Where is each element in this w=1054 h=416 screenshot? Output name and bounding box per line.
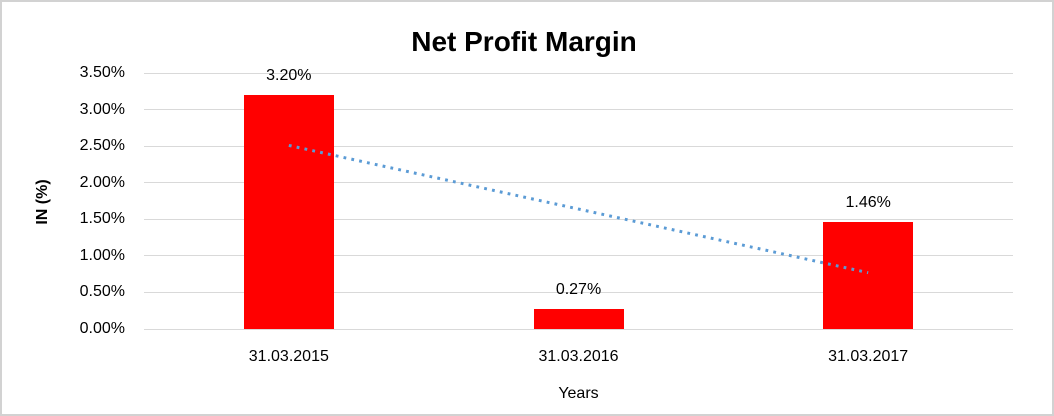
gridline [144, 109, 1013, 111]
gridline [144, 291, 1013, 293]
y-tick-label: 2.00% [79, 173, 125, 191]
plot-area: 3.20% 0.27% 1.46% [144, 67, 1013, 330]
gridline [144, 72, 1013, 74]
y-tick-label: 0.50% [79, 283, 125, 301]
x-category-label: 31.03.2015 [248, 348, 329, 365]
bar [823, 222, 914, 329]
bar-value-label: 0.27% [555, 281, 602, 299]
x-axis-title: Years [558, 385, 599, 402]
x-category-label: 31.03.2017 [828, 348, 909, 365]
y-tick-label: 3.00% [79, 100, 125, 118]
bar [533, 309, 624, 329]
chart-title: Net Profit Margin [411, 26, 637, 57]
y-tick-label: 2.50% [79, 137, 125, 155]
bar [243, 94, 334, 329]
y-tick-label: 1.50% [79, 210, 125, 228]
bar-value-label: 1.46% [845, 194, 891, 212]
y-tick-label: 3.50% [79, 64, 125, 81]
x-category-label: 31.03.2016 [538, 348, 619, 365]
y-tick-label: 1.00% [79, 246, 125, 264]
y-tick-label: 0.00% [79, 320, 125, 337]
gridline [144, 328, 1013, 330]
bar-value-label: 3.20% [266, 66, 312, 84]
